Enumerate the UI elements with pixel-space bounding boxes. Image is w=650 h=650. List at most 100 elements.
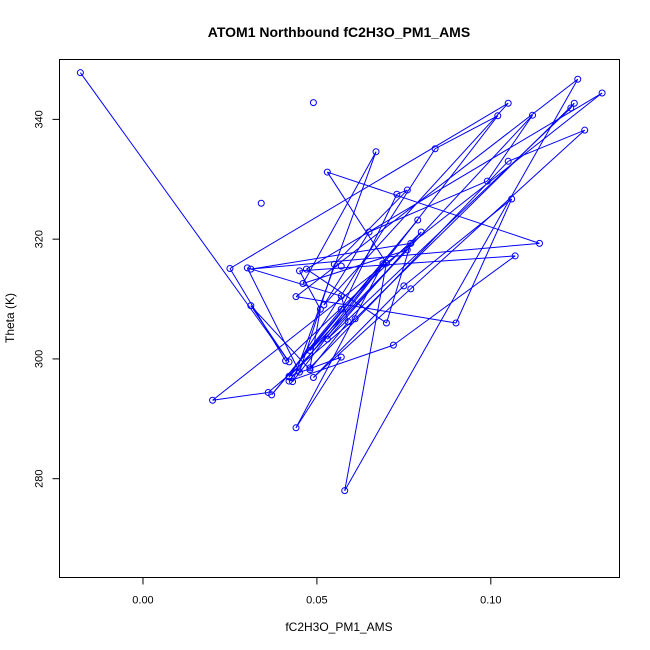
- series-segment: [295, 78, 579, 298]
- data-point: [407, 239, 415, 247]
- series-segment: [309, 160, 509, 369]
- data-point: [379, 260, 387, 268]
- data-point: [382, 319, 390, 327]
- data-point: [289, 378, 297, 386]
- series-segment: [396, 189, 408, 195]
- data-point: [296, 267, 303, 275]
- data-point: [452, 319, 460, 327]
- series-segment: [299, 270, 321, 310]
- data-point: [209, 396, 217, 404]
- series-segment: [79, 72, 290, 363]
- series-segment: [344, 263, 387, 491]
- data-point: [372, 148, 380, 156]
- data-point: [483, 177, 491, 185]
- series-segment: [288, 263, 384, 382]
- series-segment: [326, 171, 387, 264]
- data-point: [581, 126, 589, 134]
- x-tick-label: 0.00: [132, 595, 153, 607]
- series-segment: [344, 79, 579, 491]
- series-segment: [313, 129, 586, 378]
- chart-title: ATOM1 Northbound fC2H3O_PM1_AMS: [208, 24, 470, 40]
- data-point: [306, 347, 314, 355]
- series-segment: [288, 344, 394, 382]
- data-point: [431, 145, 439, 153]
- data-point: [309, 99, 317, 107]
- data-point: [76, 69, 84, 77]
- data-point: [257, 199, 265, 207]
- data-point: [320, 301, 328, 309]
- x-axis: 0.00 0.05 0.10: [132, 577, 502, 607]
- series-segment: [385, 243, 412, 324]
- series-segment: [295, 263, 384, 429]
- data-point: [285, 377, 293, 385]
- series-segment: [288, 356, 342, 377]
- data-point: [247, 265, 255, 273]
- series-segment: [368, 180, 488, 233]
- data-point: [282, 357, 290, 365]
- data-point: [365, 228, 373, 236]
- data-point: [247, 302, 255, 310]
- data-point: [316, 305, 324, 313]
- y-tick-label: 320: [34, 230, 46, 248]
- data-point: [323, 335, 331, 343]
- data-point: [337, 292, 345, 300]
- series-segment: [250, 242, 411, 270]
- y-axis-title: Theta (K): [3, 293, 17, 343]
- series-segment: [306, 92, 603, 270]
- data-point: [536, 239, 543, 247]
- data-point: [285, 372, 293, 380]
- data-point: [570, 99, 578, 107]
- series-segment: [302, 151, 377, 284]
- y-tick-label: 300: [34, 350, 46, 368]
- data-point: [341, 487, 349, 495]
- data-point: [417, 228, 425, 236]
- data-point: [574, 75, 582, 83]
- data-point: [407, 285, 415, 293]
- data-point: [309, 373, 317, 381]
- y-tick-label: 280: [34, 470, 46, 488]
- data-point: [302, 265, 310, 273]
- data-point: [323, 168, 331, 176]
- data-point: [504, 99, 512, 107]
- data-point: [292, 424, 300, 432]
- series-segment: [309, 219, 419, 351]
- data-point: [337, 353, 345, 361]
- data-point: [403, 246, 411, 254]
- series-segment: [323, 231, 370, 306]
- series-segment: [250, 242, 540, 270]
- series-segment: [292, 115, 499, 382]
- data-point: [299, 279, 307, 287]
- data-point: [400, 282, 408, 290]
- x-tick-label: 0.10: [480, 595, 501, 607]
- x-axis-title: fC2H3O_PM1_AMS: [285, 620, 392, 634]
- series-segment: [250, 305, 290, 363]
- data-point: [567, 104, 575, 112]
- data-point: [268, 391, 276, 399]
- series-segment: [455, 198, 513, 324]
- data-point: [344, 318, 352, 326]
- data-point: [264, 388, 272, 396]
- data-point: [382, 259, 390, 267]
- data-point: [494, 112, 502, 120]
- data-point: [285, 358, 293, 366]
- data-point: [243, 264, 251, 272]
- series-segment: [246, 267, 300, 373]
- series-layer: [76, 69, 606, 495]
- data-point: [330, 260, 338, 268]
- series-segment: [393, 255, 516, 346]
- data-point: [337, 262, 345, 270]
- data-point: [511, 252, 519, 260]
- series-segment: [309, 309, 321, 368]
- data-point: [292, 293, 300, 301]
- data-point: [508, 195, 516, 203]
- data-point: [389, 341, 397, 349]
- data-point: [306, 364, 314, 372]
- y-tick-label: 340: [34, 110, 46, 128]
- data-point: [351, 315, 359, 323]
- series-segment: [434, 115, 498, 150]
- x-tick-label: 0.05: [306, 595, 327, 607]
- series-segment: [333, 189, 408, 265]
- data-point: [414, 216, 422, 224]
